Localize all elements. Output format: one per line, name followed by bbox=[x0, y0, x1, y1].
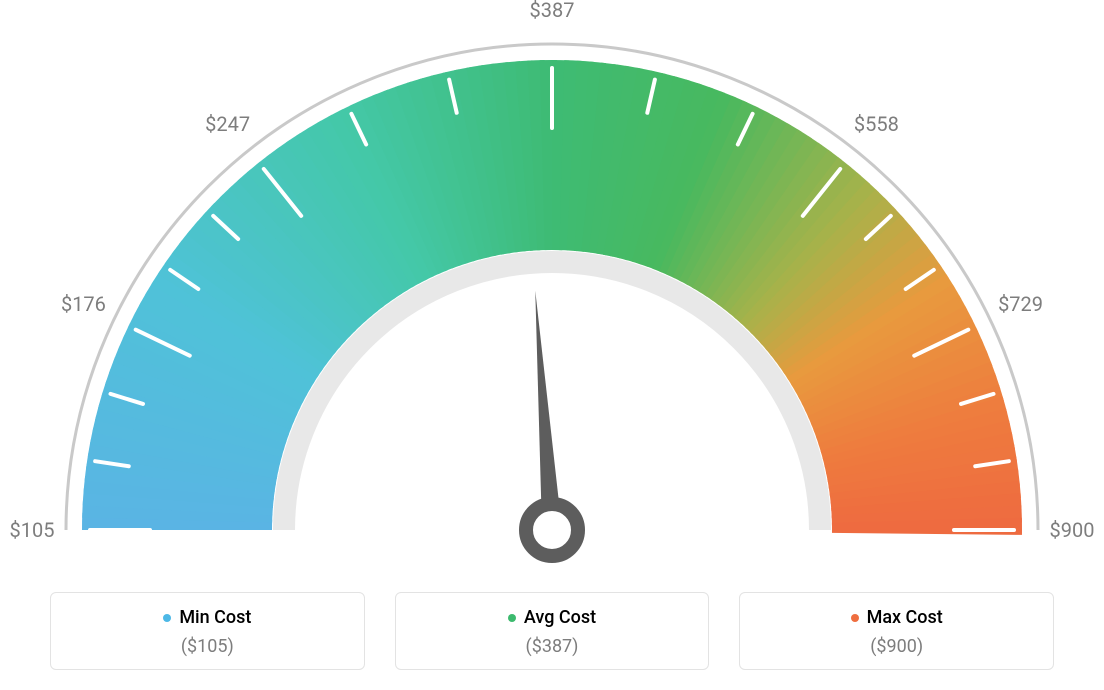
legend-title-avg: Avg Cost bbox=[508, 607, 596, 628]
gauge-tick-label: $900 bbox=[1050, 518, 1095, 542]
gauge-tick-label: $387 bbox=[530, 0, 575, 22]
dot-icon bbox=[508, 614, 516, 622]
legend-title-max: Max Cost bbox=[851, 607, 943, 628]
legend-card-max: Max Cost ($900) bbox=[739, 592, 1054, 671]
dot-icon bbox=[163, 614, 171, 622]
legend-label: Min Cost bbox=[179, 607, 251, 628]
legend-value: ($105) bbox=[61, 636, 354, 657]
legend-card-min: Min Cost ($105) bbox=[50, 592, 365, 671]
gauge-tick-label: $729 bbox=[998, 292, 1043, 316]
dot-icon bbox=[851, 614, 859, 622]
legend-value: ($387) bbox=[406, 636, 699, 657]
gauge-tick-label: $105 bbox=[10, 518, 55, 542]
legend-card-avg: Avg Cost ($387) bbox=[395, 592, 710, 671]
gauge-tick-label: $176 bbox=[61, 292, 106, 316]
gauge-tick-label: $247 bbox=[205, 112, 250, 136]
legend-label: Avg Cost bbox=[524, 607, 596, 628]
legend-row: Min Cost ($105) Avg Cost ($387) Max Cost… bbox=[50, 592, 1054, 671]
gauge-chart: $105 $176 $247 $387 $558 $729 $900 bbox=[0, 0, 1104, 590]
legend-value: ($900) bbox=[750, 636, 1043, 657]
legend-title-min: Min Cost bbox=[163, 607, 251, 628]
legend-label: Max Cost bbox=[867, 607, 943, 628]
gauge-svg bbox=[0, 0, 1104, 590]
gauge-tick-label: $558 bbox=[854, 112, 899, 136]
